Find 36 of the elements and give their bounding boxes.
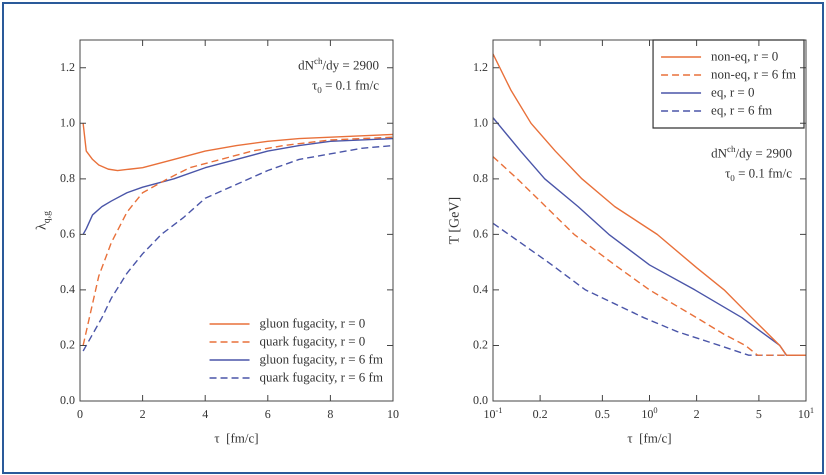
x-tick-label: 10 xyxy=(387,407,399,422)
y-tick-label: 0.6 xyxy=(60,226,75,241)
y-tick-label: 0.4 xyxy=(473,282,488,296)
y-tick-label: 1.2 xyxy=(473,60,488,74)
legend-label: non-eq, r = 0 xyxy=(711,48,778,64)
legend-label: non-eq, r = 6 fm xyxy=(711,66,796,82)
x-tick-label: 5 xyxy=(756,407,762,422)
y-tick-label: 0.0 xyxy=(60,393,75,408)
x-axis-title: τ [fm/c] xyxy=(627,430,672,446)
y-tick-label: 0.8 xyxy=(473,171,488,185)
y-tick-label: 0.2 xyxy=(60,338,75,352)
y-tick-label: 1.0 xyxy=(60,115,75,130)
x-tick-label: 0 xyxy=(77,407,83,422)
y-tick-label: 1.0 xyxy=(473,115,488,130)
y-tick-label: 0.0 xyxy=(473,393,488,408)
y-axis-title: λq,g xyxy=(34,210,52,230)
x-tick-label: 2 xyxy=(140,407,146,422)
y-axis-title: T [GeV] xyxy=(448,196,463,244)
x-tick-label: 2 xyxy=(694,407,700,422)
y-tick-label: 0.2 xyxy=(473,338,488,352)
x-tick-label: 0.2 xyxy=(532,407,548,422)
legend-label: quark fugacity, r = 6 fm xyxy=(260,369,383,384)
x-tick-label: 0.5 xyxy=(594,407,610,422)
y-tick-label: 0.4 xyxy=(60,282,75,296)
x-tick-label: 8 xyxy=(327,407,334,422)
legend-label: eq, r = 0 xyxy=(711,84,754,100)
y-tick-label: 1.2 xyxy=(60,60,75,74)
legend-label: gluon fugacity, r = 6 fm xyxy=(260,351,384,366)
x-tick-label: 4 xyxy=(202,407,208,422)
legend-label: gluon fugacity, r = 0 xyxy=(260,315,366,330)
x-tick-label: 6 xyxy=(264,407,271,422)
x-axis-title: τ [fm/c] xyxy=(214,430,259,446)
legend-label: eq, r = 6 fm xyxy=(711,102,772,118)
legend-label: quark fugacity, r = 0 xyxy=(260,333,366,348)
y-tick-label: 0.8 xyxy=(60,171,75,185)
y-tick-label: 0.6 xyxy=(473,226,488,241)
